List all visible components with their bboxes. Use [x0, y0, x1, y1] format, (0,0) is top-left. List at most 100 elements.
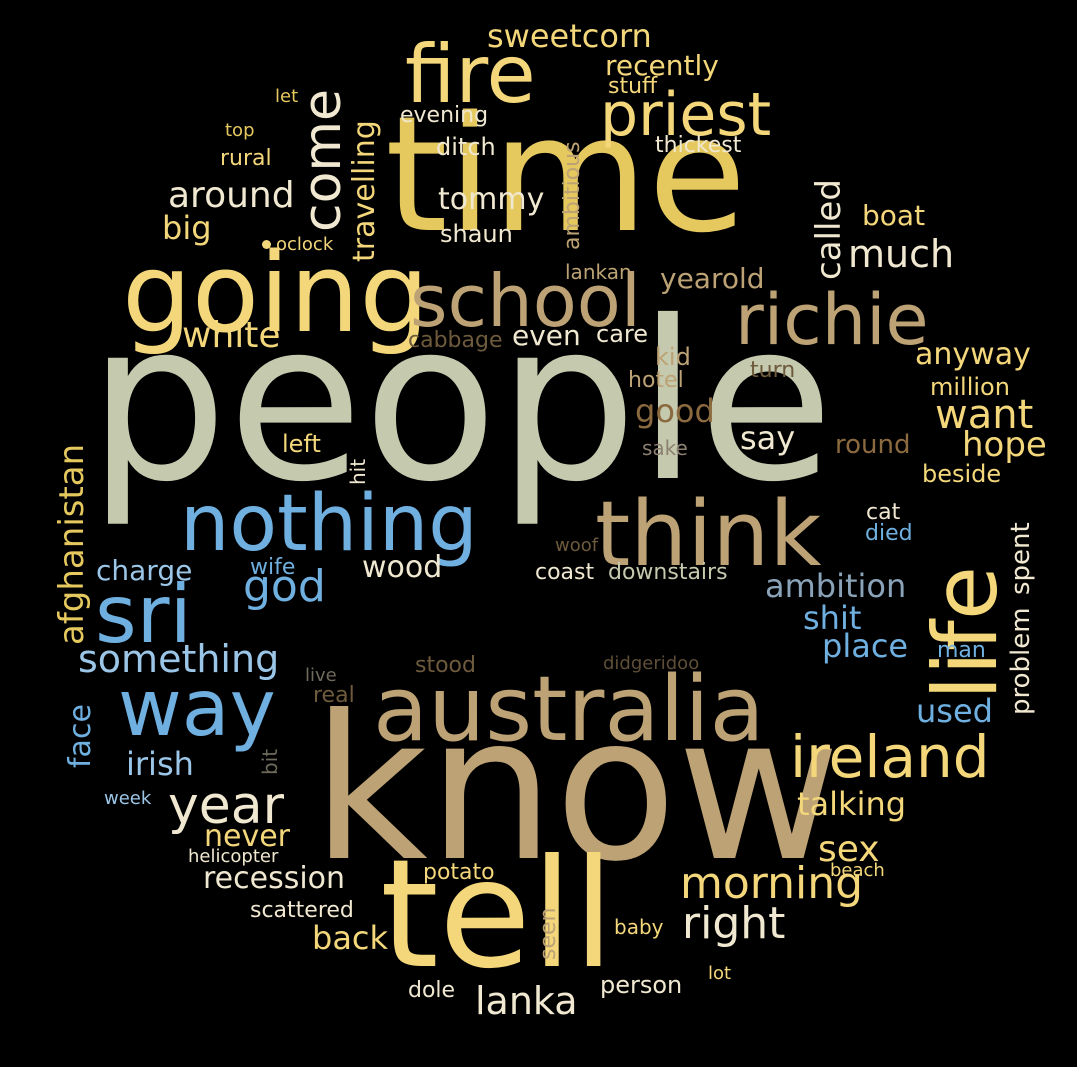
word-spent: spent	[1006, 522, 1036, 595]
word-stood: stood	[415, 653, 476, 678]
word-ambitious: ambitious	[560, 141, 585, 250]
word-stuff: stuff	[608, 74, 658, 99]
word-cat: cat	[866, 500, 901, 525]
word-people: people	[88, 274, 834, 530]
word-shaun: shaun	[440, 220, 513, 248]
word-ambition: ambition	[765, 567, 907, 605]
word-thickest: thickest	[655, 133, 742, 158]
word-australia: australia	[373, 657, 765, 762]
word-evening: evening	[400, 103, 489, 128]
word-live: live	[305, 665, 337, 686]
word-good: good	[635, 392, 715, 430]
word-recession: recession	[203, 861, 346, 896]
word-hit: hit	[346, 458, 370, 485]
word-wife: wife	[250, 555, 296, 580]
word-didgeridoo: didgeridoo	[603, 653, 700, 674]
word-real: real	[313, 683, 355, 708]
word-anyway: anyway	[915, 337, 1031, 372]
word-tell: tell	[380, 828, 615, 1002]
word-afghanistan: afghanistan	[52, 443, 92, 645]
word-big: big	[162, 209, 212, 247]
word-irish: irish	[126, 745, 194, 783]
word-yearold: yearold	[660, 262, 765, 295]
word-round: round	[835, 430, 911, 460]
word-ditch: ditch	[436, 133, 496, 161]
word-seen: seen	[536, 907, 561, 960]
word-never: never	[204, 819, 291, 854]
word-life: life	[914, 565, 1017, 700]
word-potato: potato	[423, 860, 495, 885]
word-called: called	[809, 179, 849, 280]
word-helicopter: helicopter	[188, 846, 279, 867]
word-morning: morning	[680, 858, 864, 909]
word-shit: shit	[803, 599, 862, 637]
word-going: going	[122, 229, 430, 357]
word-right: right	[682, 898, 786, 949]
word-coast: coast	[535, 560, 595, 585]
word-bit: bit	[258, 748, 282, 775]
word-week: week	[104, 788, 152, 809]
word-school: school	[410, 259, 641, 343]
word-nothing: nothing	[180, 479, 478, 569]
word-richie: richie	[735, 279, 929, 361]
word-turn: turn	[750, 358, 796, 383]
word-cabbage: cabbage	[408, 328, 503, 353]
bullet-dot	[262, 240, 271, 249]
word-sweetcorn: sweetcorn	[487, 17, 652, 55]
word-something: something	[78, 637, 280, 681]
word-white: white	[182, 315, 281, 356]
word-around: around	[168, 175, 295, 216]
word-used: used	[916, 692, 993, 730]
word-boat: boat	[862, 199, 926, 232]
word-lankan: lankan	[565, 260, 632, 284]
word-lanka: lanka	[475, 979, 578, 1023]
word-oclock: oclock	[276, 234, 334, 255]
word-beach: beach	[830, 860, 885, 881]
word-talking: talking	[797, 785, 907, 823]
word-baby: baby	[614, 915, 664, 939]
word-beside: beside	[922, 460, 1002, 488]
word-know: know	[312, 673, 841, 906]
word-ireland: ireland	[790, 723, 990, 791]
word-face: face	[63, 704, 98, 768]
word-died: died	[865, 521, 913, 546]
word-sake: sake	[642, 436, 688, 460]
word-lot: lot	[708, 963, 732, 984]
word-left: left	[282, 430, 321, 458]
word-charge: charge	[96, 554, 193, 587]
word-rural: rural	[220, 146, 272, 171]
word-man: man	[937, 638, 986, 663]
word-dole: dole	[408, 978, 456, 1003]
word-sex: sex	[818, 829, 880, 870]
word-wood: wood	[362, 550, 443, 585]
word-travelling: travelling	[347, 120, 382, 262]
word-downstairs: downstairs	[608, 560, 728, 585]
word-let: let	[275, 86, 299, 107]
word-hope: hope	[962, 425, 1047, 465]
word-way: way	[118, 664, 276, 754]
word-think: think	[595, 482, 822, 587]
word-fire: fire	[405, 28, 536, 121]
word-kid: kid	[655, 343, 691, 371]
word-care: care	[596, 320, 649, 348]
word-tommy: tommy	[438, 182, 545, 217]
word-year: year	[168, 776, 285, 836]
word-time: time	[385, 81, 747, 268]
word-god: god	[243, 561, 326, 612]
word-top: top	[225, 120, 255, 141]
word-say: say	[740, 419, 796, 457]
word-recently: recently	[605, 49, 719, 82]
word-person: person	[600, 971, 683, 999]
word-million: million	[930, 373, 1010, 401]
word-problem: problem	[1006, 607, 1036, 715]
word-sri: sri	[95, 568, 192, 661]
word-woof: woof	[555, 535, 599, 556]
word-much: much	[848, 232, 955, 276]
word-come: come	[293, 88, 353, 232]
word-priest: priest	[600, 80, 772, 150]
word-hotel: hotel	[628, 368, 684, 393]
word-even: even	[512, 319, 581, 352]
word-place: place	[822, 627, 909, 665]
word-back: back	[312, 919, 389, 957]
